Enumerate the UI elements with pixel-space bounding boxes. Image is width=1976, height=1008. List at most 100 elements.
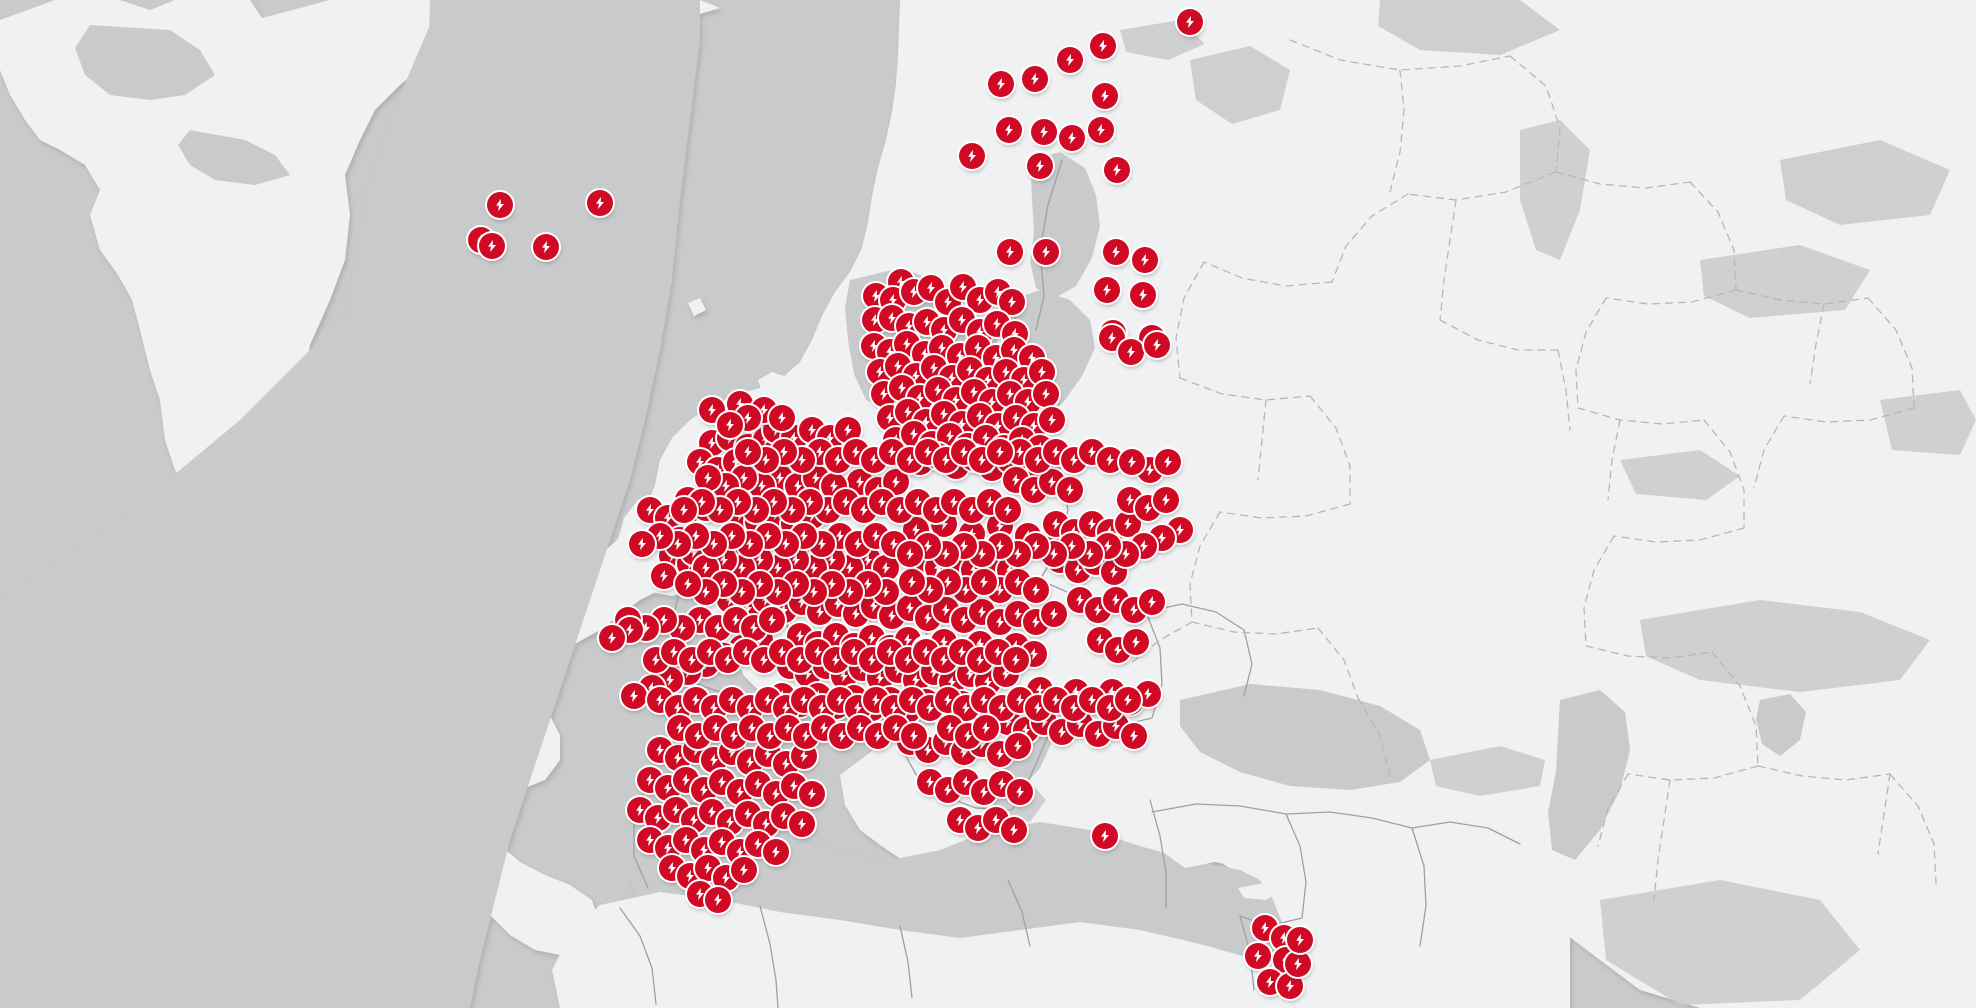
charging-station-marker[interactable] [1039, 407, 1065, 433]
charging-station-marker[interactable] [763, 839, 789, 865]
lightning-bolt-icon [976, 325, 984, 339]
marker-disc [671, 497, 697, 523]
charging-station-marker[interactable] [1005, 733, 1031, 759]
charging-station-marker[interactable] [1023, 577, 1049, 603]
lightning-bolt-icon [778, 645, 786, 659]
charging-station-marker[interactable] [899, 569, 925, 595]
charging-station-marker[interactable] [1041, 601, 1067, 627]
charging-station-marker[interactable] [1245, 943, 1271, 969]
charging-station-marker[interactable] [1115, 687, 1141, 713]
charging-station-marker[interactable] [1031, 119, 1057, 145]
lightning-bolt-icon [923, 315, 931, 329]
charging-station-marker[interactable] [1003, 647, 1029, 673]
lightning-bolt-icon [892, 475, 900, 489]
ocean-inlet-greenland-west2 [178, 130, 290, 185]
lightning-bolt-icon [660, 613, 668, 627]
charging-station-marker[interactable] [1029, 359, 1055, 385]
charging-station-marker[interactable] [1144, 332, 1170, 358]
charging-station-marker[interactable] [599, 625, 625, 651]
charging-station-marker[interactable] [769, 405, 795, 431]
charging-station-marker[interactable] [705, 887, 731, 913]
lightning-bolt-icon [1086, 547, 1094, 561]
lightning-bolt-icon [800, 693, 808, 707]
charging-station-marker[interactable] [835, 417, 861, 443]
charging-station-marker[interactable] [999, 289, 1025, 315]
charging-station-marker[interactable] [1118, 339, 1144, 365]
charging-station-marker[interactable] [1139, 589, 1165, 615]
lightning-bolt-icon [668, 861, 676, 875]
charging-station-marker[interactable] [1097, 447, 1123, 473]
charging-station-marker[interactable] [901, 723, 927, 749]
charging-station-marker[interactable] [1092, 823, 1118, 849]
lightning-bolt-icon [946, 721, 954, 735]
charging-station-marker[interactable] [629, 531, 655, 557]
charging-station-marker[interactable] [1155, 449, 1181, 475]
charging-station-marker[interactable] [1277, 973, 1303, 999]
charging-station-marker[interactable] [1121, 723, 1147, 749]
charging-station-marker[interactable] [1287, 927, 1313, 953]
lightning-bolt-icon [636, 803, 644, 817]
charging-station-marker[interactable] [988, 71, 1014, 97]
charging-station-marker[interactable] [789, 811, 815, 837]
charging-station-marker[interactable] [1177, 9, 1203, 35]
charging-station-marker[interactable] [1090, 33, 1116, 59]
charging-station-marker[interactable] [759, 607, 785, 633]
charging-station-marker[interactable] [1033, 381, 1059, 407]
charging-station-marker[interactable] [1092, 83, 1118, 109]
lightning-bolt-icon [1096, 633, 1104, 647]
charging-station-marker[interactable] [1130, 282, 1156, 308]
lightning-bolt-icon [1012, 411, 1020, 425]
lightning-bolt-icon [916, 391, 924, 405]
charging-station-marker[interactable] [971, 569, 997, 595]
charging-station-marker[interactable] [479, 233, 505, 259]
lightning-bolt-icon [1088, 445, 1096, 459]
charging-station-marker[interactable] [799, 781, 825, 807]
charging-station-marker[interactable] [735, 439, 761, 465]
charging-station-marker[interactable] [1001, 817, 1027, 843]
charging-station-marker[interactable] [1094, 277, 1120, 303]
charging-station-marker[interactable] [1007, 779, 1033, 805]
charging-station-marker[interactable] [675, 571, 701, 597]
charging-station-marker[interactable] [621, 683, 647, 709]
charging-station-marker[interactable] [995, 497, 1021, 523]
charging-station-marker[interactable] [997, 239, 1023, 265]
charging-station-marker[interactable] [1027, 153, 1053, 179]
charging-station-marker[interactable] [959, 143, 985, 169]
charging-station-marker[interactable] [973, 715, 999, 741]
charging-station-marker[interactable] [1022, 66, 1048, 92]
charging-station-marker[interactable] [1153, 487, 1179, 513]
charging-station-marker[interactable] [1104, 157, 1130, 183]
charging-station-marker[interactable] [717, 412, 743, 438]
charging-station-marker[interactable] [1123, 629, 1149, 655]
charging-station-marker[interactable] [1057, 477, 1083, 503]
charging-station-marker[interactable] [987, 439, 1013, 465]
charging-station-marker[interactable] [897, 541, 923, 567]
charging-station-marker[interactable] [1119, 449, 1145, 475]
lightning-bolt-icon [810, 585, 818, 599]
lightning-bolt-icon [1146, 463, 1154, 477]
marker-disc [1139, 589, 1165, 615]
lightning-bolt-icon [1010, 343, 1018, 357]
charging-station-marker[interactable] [1059, 125, 1085, 151]
charging-station-marker[interactable] [651, 563, 677, 589]
charging-station-marker[interactable] [671, 497, 697, 523]
charging-station-marker[interactable] [1132, 247, 1158, 273]
lightning-bolt-icon [696, 613, 704, 627]
lightning-bolt-icon [1016, 785, 1024, 799]
charging-station-marker[interactable] [533, 234, 559, 260]
charging-station-marker[interactable] [1057, 47, 1083, 73]
lightning-bolt-icon [708, 403, 716, 417]
charging-station-marker[interactable] [695, 465, 721, 491]
charging-station-marker[interactable] [731, 857, 757, 883]
charging-station-marker[interactable] [587, 190, 613, 216]
charging-station-marker[interactable] [996, 117, 1022, 143]
charging-station-marker[interactable] [1103, 239, 1129, 265]
lightning-bolt-icon [1040, 125, 1048, 139]
charging-station-marker[interactable] [1088, 117, 1114, 143]
charging-station-marker[interactable] [1285, 951, 1311, 977]
charging-station-marker[interactable] [487, 192, 513, 218]
lightning-bolt-icon [976, 637, 984, 651]
charging-station-marker[interactable] [1033, 239, 1059, 265]
